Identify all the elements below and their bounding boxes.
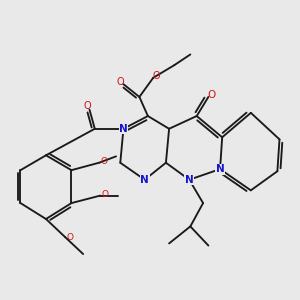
Text: N: N (185, 175, 194, 185)
Text: O: O (84, 101, 91, 112)
Text: N: N (140, 175, 149, 185)
Text: O: O (67, 232, 74, 242)
Text: O: O (153, 71, 160, 81)
Text: N: N (216, 164, 224, 174)
Text: O: O (207, 90, 216, 100)
Text: O: O (101, 157, 108, 166)
Text: N: N (119, 124, 128, 134)
Text: O: O (102, 190, 109, 199)
Text: O: O (116, 77, 124, 87)
